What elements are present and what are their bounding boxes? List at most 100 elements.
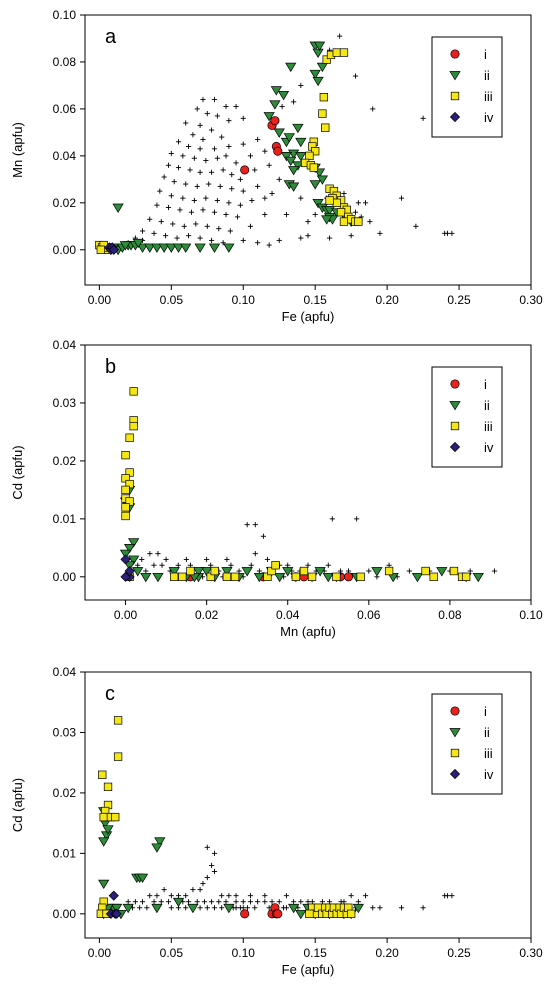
data-point bbox=[299, 566, 309, 576]
data-point bbox=[139, 228, 146, 234]
data-point bbox=[183, 905, 189, 911]
data-point bbox=[129, 387, 138, 396]
data-point bbox=[123, 543, 136, 554]
y-tick-label: 0.03 bbox=[53, 725, 77, 739]
data-point bbox=[229, 186, 235, 192]
x-axis-title: Fe (apfu) bbox=[282, 309, 335, 324]
data-point bbox=[282, 567, 294, 577]
data-point bbox=[260, 533, 266, 539]
data-point bbox=[240, 188, 246, 194]
data-point bbox=[168, 905, 174, 911]
y-tick-label: 0.01 bbox=[53, 846, 77, 860]
data-point bbox=[270, 86, 282, 96]
data-point bbox=[355, 200, 361, 206]
data-point bbox=[120, 571, 131, 582]
data-point bbox=[111, 908, 122, 919]
data-point bbox=[185, 233, 192, 239]
legend-marker-iii bbox=[450, 748, 460, 758]
data-point bbox=[336, 208, 346, 217]
data-point bbox=[305, 233, 311, 239]
legend-label-i: i bbox=[484, 377, 487, 392]
data-point bbox=[247, 899, 254, 905]
data-point bbox=[214, 113, 220, 119]
data-point bbox=[151, 562, 157, 568]
data-point bbox=[174, 235, 180, 241]
series-iii bbox=[96, 716, 356, 918]
data-point bbox=[168, 567, 180, 577]
data-point bbox=[280, 905, 287, 911]
data-point bbox=[252, 551, 258, 557]
data-point bbox=[309, 180, 321, 190]
data-point bbox=[204, 556, 210, 563]
data-point bbox=[180, 243, 192, 253]
data-point bbox=[171, 179, 177, 185]
legend-marker-ii bbox=[449, 71, 461, 81]
data-point bbox=[121, 450, 130, 460]
data-point bbox=[292, 123, 304, 134]
data-point bbox=[312, 198, 324, 209]
data-point bbox=[168, 893, 174, 899]
data-point bbox=[377, 905, 383, 911]
data-point bbox=[241, 567, 253, 577]
data-point bbox=[129, 421, 138, 431]
data-point bbox=[200, 207, 206, 213]
data-point bbox=[210, 566, 219, 576]
legend-marker-iv bbox=[449, 111, 461, 123]
data-point bbox=[352, 73, 359, 79]
data-point bbox=[305, 909, 314, 918]
data-point bbox=[151, 843, 163, 853]
data-point bbox=[181, 223, 187, 229]
data-point bbox=[102, 825, 114, 835]
data-point bbox=[270, 116, 280, 126]
data-point bbox=[227, 228, 233, 234]
data-point bbox=[136, 873, 149, 883]
data-point bbox=[197, 169, 203, 175]
data-point bbox=[362, 893, 369, 899]
data-point bbox=[298, 82, 304, 89]
data-point bbox=[183, 120, 189, 126]
data-point bbox=[370, 905, 376, 911]
legend-label-iv: iv bbox=[484, 440, 494, 455]
data-point bbox=[276, 899, 282, 905]
legend-label-ii: ii bbox=[484, 68, 490, 83]
data-point bbox=[190, 887, 196, 893]
data-point bbox=[280, 152, 293, 162]
data-point bbox=[326, 235, 333, 241]
data-point bbox=[147, 216, 153, 222]
data-point bbox=[132, 238, 144, 249]
data-point bbox=[206, 181, 212, 187]
data-point bbox=[240, 909, 250, 919]
data-point bbox=[292, 161, 304, 171]
data-point bbox=[277, 90, 290, 101]
data-point bbox=[204, 844, 210, 850]
data-point bbox=[240, 899, 246, 905]
y-tick-label: 0.02 bbox=[53, 786, 77, 800]
data-point bbox=[204, 874, 210, 881]
data-point bbox=[366, 568, 372, 574]
y-tick-label: 0.02 bbox=[53, 454, 77, 468]
data-point bbox=[197, 905, 203, 911]
data-point bbox=[185, 899, 192, 905]
data-point bbox=[253, 572, 265, 583]
data-point bbox=[157, 188, 163, 194]
data-point bbox=[309, 163, 318, 172]
data-point bbox=[219, 905, 225, 911]
data-point bbox=[211, 146, 218, 152]
series-iii bbox=[95, 48, 363, 254]
data-point bbox=[208, 243, 221, 253]
x-tick-label: 0.30 bbox=[519, 293, 543, 307]
legend-box bbox=[431, 366, 503, 468]
data-point bbox=[291, 899, 297, 905]
data-point bbox=[429, 572, 438, 581]
data-point bbox=[367, 219, 373, 225]
data-point bbox=[283, 211, 290, 218]
data-point bbox=[226, 118, 232, 124]
data-point bbox=[137, 905, 143, 911]
legend-marker-ii bbox=[449, 728, 461, 738]
y-tick-label: 0.10 bbox=[53, 8, 77, 22]
panel-a: 0.00 0.05 0.10 0.15 0.20 0.25 0.30 0.00 0.02 0.04… bbox=[10, 8, 543, 324]
series-i bbox=[240, 116, 283, 175]
data-point bbox=[209, 127, 215, 133]
data-point bbox=[108, 244, 119, 255]
data-point bbox=[165, 899, 172, 905]
